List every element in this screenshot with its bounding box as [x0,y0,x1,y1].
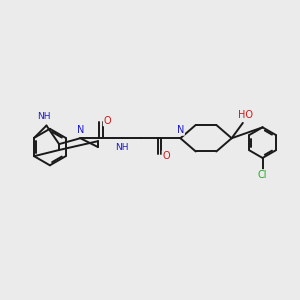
Text: Cl: Cl [258,170,267,180]
Text: O: O [163,151,170,161]
Text: HO: HO [238,110,253,120]
Text: NH: NH [116,142,129,152]
Text: O: O [103,116,111,126]
Text: NH: NH [37,112,51,121]
Text: N: N [77,125,85,135]
Text: N: N [177,125,184,135]
